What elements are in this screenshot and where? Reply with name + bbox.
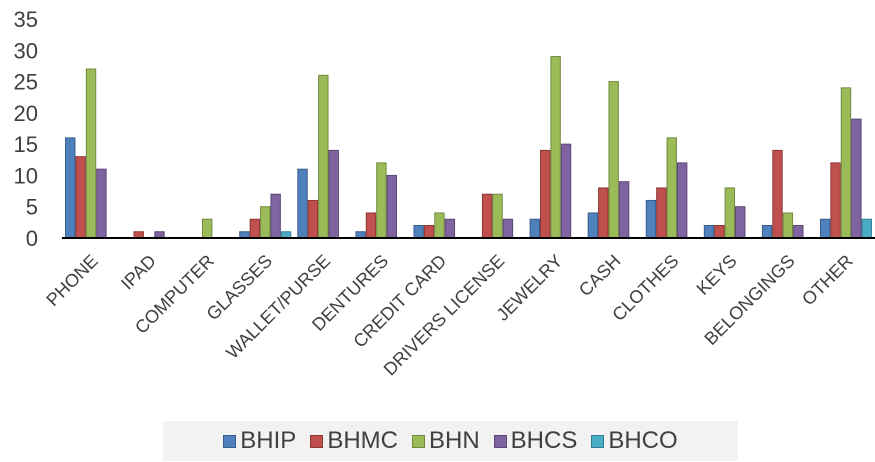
bar-bhmc-12 <box>772 149 783 239</box>
bars <box>65 56 872 239</box>
bar-bhn-11 <box>724 187 736 239</box>
bar-bhn-9 <box>608 81 619 239</box>
bar-bhip-12 <box>761 224 773 239</box>
bar-bhip-0 <box>65 137 76 239</box>
bar-bhmc-10 <box>656 187 667 239</box>
bar-bhmc-13 <box>830 162 841 239</box>
x-tick-label: IPAD <box>117 251 160 294</box>
legend-item-bhn: BHN <box>411 427 480 455</box>
y-tick-label: 5 <box>26 195 38 220</box>
legend-item-bhco: BHCO <box>591 427 678 455</box>
bar-bhcs-3 <box>270 193 281 239</box>
y-tick-label: 20 <box>14 101 38 126</box>
bar-bhn-4 <box>318 74 329 239</box>
legend-swatch <box>591 434 605 448</box>
legend-swatch <box>310 434 324 448</box>
bar-bhcs-13 <box>851 118 862 239</box>
bar-bhcs-12 <box>793 224 804 239</box>
legend-item-bhip: BHIP <box>223 427 296 455</box>
legend-label: BHCS <box>510 427 578 454</box>
bar-bhip-10 <box>645 199 657 239</box>
bar-bhn-13 <box>840 87 852 239</box>
bar-bhn-10 <box>666 137 677 239</box>
bar-bhmc-5 <box>365 212 377 239</box>
x-axis-ticks: PHONE IPADCOMPUTERGLASSESWALLET/PURSEDENT… <box>42 251 856 380</box>
bar-bhmc-0 <box>75 156 86 239</box>
legend-swatch <box>411 434 425 448</box>
bar-bhco-13 <box>861 218 872 239</box>
bar-bhip-8 <box>529 218 541 239</box>
bar-bhcs-11 <box>735 206 746 239</box>
bar-bhip-9 <box>587 212 599 239</box>
legend-item-bhcs: BHCS <box>493 427 578 455</box>
bar-bhmc-8 <box>540 149 551 239</box>
y-tick-label: 35 <box>14 7 38 32</box>
x-tick-label: WALLET/PURSE <box>222 251 334 363</box>
legend: BHIP BHMC BHN BHCS BHCO <box>163 421 738 461</box>
legend-swatch <box>493 434 507 448</box>
y-tick-label: 15 <box>14 132 38 157</box>
bar-bhn-2 <box>201 218 213 239</box>
bar-bhmc-7 <box>481 193 493 239</box>
bar-bhcs-9 <box>618 181 630 239</box>
bar-bhn-8 <box>550 56 561 239</box>
bar-bhmc-6 <box>423 224 435 239</box>
bar-bhn-12 <box>782 212 794 239</box>
x-tick-label: CASH <box>575 251 625 301</box>
bar-bhcs-6 <box>444 218 456 239</box>
bar-bhcs-5 <box>386 174 397 239</box>
y-tick-label: 25 <box>14 70 38 95</box>
bar-bhn-0 <box>85 68 97 239</box>
bar-bhcs-8 <box>560 143 572 239</box>
bar-bhcs-4 <box>328 149 339 239</box>
legend-swatch <box>223 434 237 448</box>
bar-bhn-6 <box>434 212 445 239</box>
y-tick-label: 10 <box>14 163 38 188</box>
legend-item-bhmc: BHMC <box>310 427 398 455</box>
bar-bhn-7 <box>492 193 503 239</box>
legend-label: BHMC <box>327 427 398 454</box>
bar-bhmc-9 <box>598 187 609 239</box>
x-tick-label: OTHER <box>798 251 857 310</box>
bar-bhcs-7 <box>502 218 514 239</box>
legend-label: BHIP <box>240 427 297 454</box>
y-tick-label: 0 <box>26 226 38 251</box>
bar-bhn-5 <box>376 162 387 239</box>
legend-label: BHN <box>428 427 480 454</box>
y-axis-ticks: 0 5 10 15 20 25 30 35 <box>14 7 38 251</box>
y-tick-label: 30 <box>14 38 38 63</box>
bar-bhcs-0 <box>96 168 107 239</box>
bar-bhip-4 <box>297 168 308 239</box>
bar-bhmc-4 <box>307 199 319 239</box>
bar-bhip-13 <box>819 218 831 239</box>
legend-label: BHCO <box>608 427 678 454</box>
bar-bhip-11 <box>703 224 715 239</box>
bar-bhn-3 <box>260 206 271 239</box>
x-tick-label: PHONE <box>42 251 101 310</box>
bar-bhmc-11 <box>714 224 725 239</box>
bar-bhcs-10 <box>676 162 688 239</box>
bar-bhmc-3 <box>249 218 261 239</box>
x-tick-label: KEYS <box>693 251 741 299</box>
bar-bhip-6 <box>413 224 424 239</box>
